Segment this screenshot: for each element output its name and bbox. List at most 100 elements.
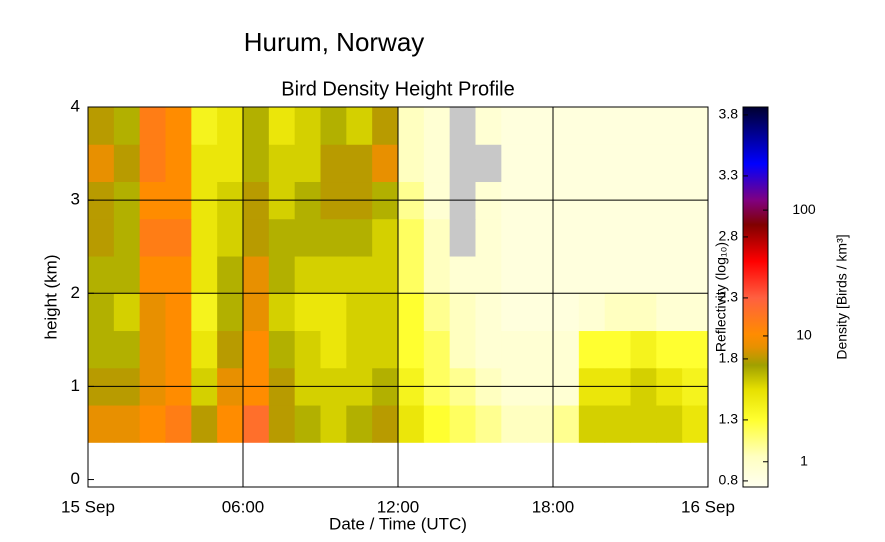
heat-cell [294,107,321,145]
heat-cell [243,330,270,369]
heat-cell [372,256,399,294]
colorbar-tick-label: 3.8 [719,106,739,122]
heat-cell [682,256,709,294]
y-tick-label: 0 [71,469,80,488]
heat-cell [656,330,683,369]
heat-cell [578,405,606,443]
heat-cell [578,218,606,257]
density-tick-label: 100 [792,201,816,217]
x-tick-label: 18:00 [532,497,575,516]
heat-cell [527,405,554,443]
heat-cell [656,405,683,443]
heat-cell [475,405,502,443]
heat-cell [449,293,476,332]
x-axis-label: Date / Time (UTC) [329,514,467,533]
heat-cell [372,293,399,332]
heat-cell [656,256,683,294]
heat-cell [88,405,115,443]
heat-cell [217,144,244,183]
heat-cell [346,107,373,145]
heat-cell [217,293,244,332]
heat-cell [501,405,528,443]
colorbar [742,106,769,488]
heat-cell [139,293,166,332]
heat-cell [630,218,657,257]
heat-cell [553,405,580,443]
heat-cell [191,144,218,183]
colorbar-tick-label: 2.3 [719,289,739,305]
heat-cell [268,405,296,443]
heat-cell [423,405,451,443]
density-tick-label: 10 [796,327,812,343]
heat-cell [139,256,166,294]
heat-cell [372,405,399,443]
plot-frame [87,106,709,488]
heat-cell [449,330,476,369]
density-tick-label: 1 [800,452,808,468]
heat-cell [191,405,218,443]
heat-cell [217,405,244,443]
heat-cell [682,405,709,443]
heat-cell [682,293,709,332]
colorbar-tick-label: 1.3 [719,411,739,427]
heat-cell [320,330,347,369]
heat-cell [320,256,347,294]
y-tick-label: 2 [71,283,80,302]
heat-cell [165,107,192,145]
heat-cell [294,256,321,294]
heat-cell [578,293,606,332]
heat-cell [630,144,657,183]
heat-cell [604,144,631,183]
heat-cell [165,293,192,332]
heat-cell [578,107,606,145]
heat-cell [294,405,321,443]
heat-cell [475,144,502,183]
heat-cell [423,330,451,369]
heat-cell [243,218,270,257]
heat-cell [449,144,476,183]
heat-cell [113,144,141,183]
heat-cell [682,107,709,145]
heat-cell [88,330,115,369]
heat-cell [604,218,631,257]
heat-cell [346,144,373,183]
heat-cell [475,256,502,294]
heat-cell [656,107,683,145]
heat-cell [578,144,606,183]
heat-cell [398,293,425,332]
heat-cell [113,218,141,257]
heat-cell [165,218,192,257]
heat-cell [372,144,399,183]
heat-cell [527,144,554,183]
heat-cell [423,293,451,332]
heat-cell [682,330,709,369]
heat-cell [656,144,683,183]
heat-cell [604,293,631,332]
heat-cell [165,256,192,294]
heat-cell [294,218,321,257]
heat-cell [113,405,141,443]
heat-cell [553,107,580,145]
x-tick-label: 12:00 [377,497,420,516]
heat-cell [682,218,709,257]
heat-cell [268,293,296,332]
heat-cell [527,256,554,294]
heat-cell [501,293,528,332]
heat-cell [243,405,270,443]
heat-cell [527,107,554,145]
heat-cell [191,330,218,369]
heat-cell [139,107,166,145]
heat-cell [423,218,451,257]
heat-cell [604,330,631,369]
heat-cell [139,144,166,183]
heat-cell [398,330,425,369]
heat-cell [423,144,451,183]
heat-cell [191,107,218,145]
colorbar-tick-label: 3.3 [719,167,739,183]
heat-cell [423,107,451,145]
heat-cell [372,107,399,145]
heat-cell [527,330,554,369]
heat-cell [191,218,218,257]
heat-cell [604,256,631,294]
heat-cell [113,293,141,332]
